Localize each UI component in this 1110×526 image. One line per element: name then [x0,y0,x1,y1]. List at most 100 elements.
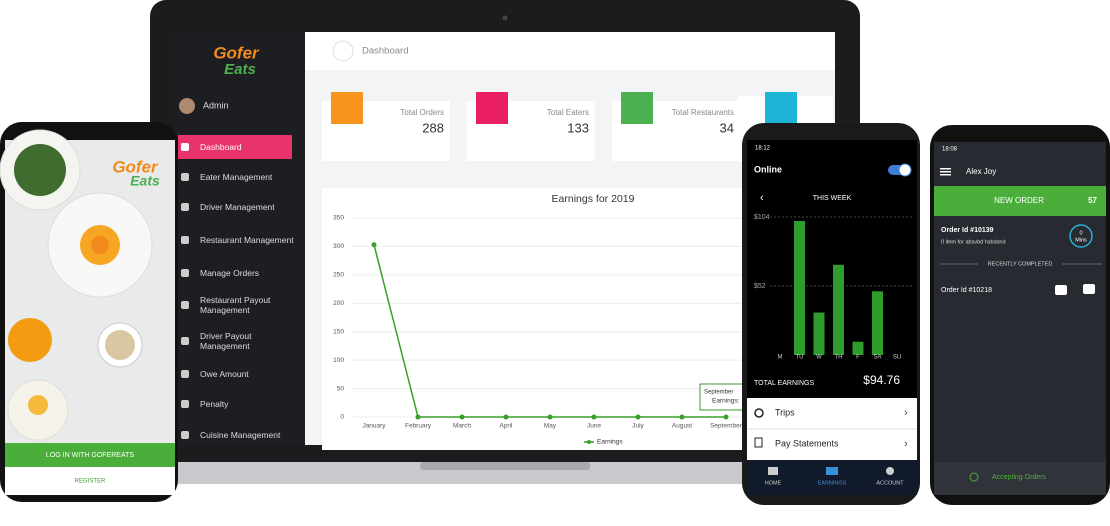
y-tick-label: 200 [333,300,344,307]
menu-item[interactable]: Driver Management [200,195,298,219]
logo: Eats [224,61,256,78]
tab-icon [886,467,894,475]
menu-label: Eater Management [200,172,273,182]
x-tick-label: June [587,423,601,430]
trips-icon [754,408,764,418]
x-tick-label: W [816,355,822,361]
bar [794,220,805,355]
thumb-up[interactable] [1055,285,1067,295]
tab-icon [768,467,778,475]
register-button[interactable] [5,467,175,495]
login-button[interactable] [5,443,175,467]
chevron: › [904,407,908,419]
menu-label: Restaurant Payout Management [200,295,271,315]
stat-icon [476,92,508,124]
menu-icon [181,400,189,408]
status-time: 18:12 [755,146,771,152]
tab-icon [826,467,838,475]
order-items: 0 item for absvbd hsbsbnd [941,239,1006,245]
pay-icon [754,437,763,448]
x-tick-label: April [499,423,513,430]
menu-item[interactable]: Cuisine Management [200,423,298,447]
x-tick-label: TH [835,355,843,361]
x-tick-label: March [453,423,471,430]
point [679,414,685,420]
topbar [305,32,835,70]
new-order-count: 57 [1088,196,1097,205]
menu-active [178,135,292,159]
bar [872,291,883,355]
y-tick-label: 50 [337,385,345,392]
camera [502,15,508,21]
menu-label: Driver Management [200,202,275,212]
total-value: $94.76 [863,373,900,387]
point [635,414,641,420]
x-tick-label: January [362,423,386,430]
yolk [91,236,109,254]
tab-label[interactable]: ACCOUNT [876,480,904,486]
link-label[interactable]: Pay Statements [775,438,839,448]
legend-label: Earnings [597,439,623,446]
menu-button[interactable] [332,40,354,62]
completed-order: Order Id #10218 [941,287,992,294]
point [459,414,465,420]
menu-item[interactable]: Owe Amount [200,362,298,386]
menu-icon [181,370,189,378]
menu-item[interactable]: Restaurant Payout Management [200,293,298,317]
menu-item[interactable]: Penalty [200,392,298,416]
menu-icon [181,143,189,151]
menu-item[interactable]: Eater Management [200,165,298,189]
x-tick-label: SU [893,355,901,361]
tab-label[interactable]: HOME [765,480,782,486]
y-tick-label: 350 [333,215,344,222]
menu-item[interactable]: Dashboard [200,135,298,159]
login-label: LOG IN WITH GOFEREATS [46,452,134,459]
check-icon [969,472,979,482]
back[interactable]: ‹ [760,192,764,204]
menu-icon [181,431,189,439]
bar [813,312,825,355]
online-status: Online [754,164,782,174]
logo: Gofer [213,43,260,62]
menu-icon [181,203,189,211]
menu-item[interactable]: Driver Payout Management [200,329,298,353]
point [503,414,509,420]
link-label[interactable]: Trips [775,407,795,417]
y-tick-label: $52 [754,283,766,290]
new-order-label: NEW ORDER [994,196,1044,205]
stat-icon [331,92,363,124]
x-tick-label: September [710,423,743,430]
logo: Gofer [112,157,159,176]
thumb-down[interactable] [1083,284,1095,294]
hamburger [940,174,951,176]
menu-item[interactable]: Manage Orders [200,261,298,285]
tab-label[interactable]: EARNINGS [818,480,847,486]
timer-value: 0 [1079,230,1082,236]
y-tick-label: 0 [340,414,344,421]
stat-value: 34 [720,120,734,135]
avatar [179,98,195,114]
tab-bar [747,460,917,495]
menu-item[interactable]: Restaurant Management [200,228,298,252]
stat-icon [621,92,653,124]
new-order-bar[interactable] [934,186,1106,216]
period: THIS WEEK [813,195,852,202]
status-time: 18:08 [942,147,958,153]
timer-unit: Mins [1075,237,1087,243]
chart-title: Earnings for 2019 [552,193,635,205]
point [591,414,597,420]
tooltip [699,383,745,411]
menu-icon [181,269,189,277]
stat-value: 288 [422,120,444,135]
menu-label: Dashboard [200,142,242,152]
x-tick-label: F [856,355,860,361]
orange [8,318,52,362]
menu-label: Manage Orders [200,268,260,278]
register-label: REGISTER [75,479,106,485]
point [723,414,729,420]
user-name: Admin [203,100,229,110]
menu-icon [181,337,189,345]
stat-label: Total Eaters [547,108,589,117]
timer [1069,224,1093,248]
hamburger[interactable] [940,168,951,170]
